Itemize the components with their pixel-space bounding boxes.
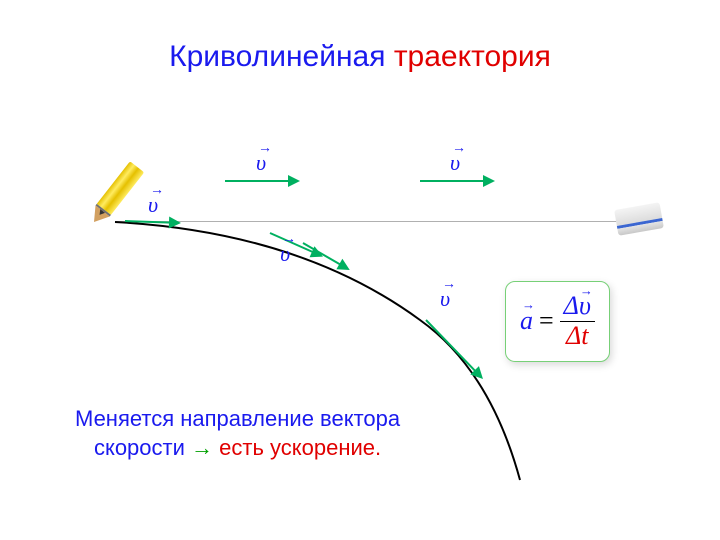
page-title: Криволинейная траектория xyxy=(0,40,720,74)
velocity-symbol: →υ xyxy=(450,152,460,174)
velocity-arrow xyxy=(426,320,483,379)
vector-over-arrow-icon: → xyxy=(258,142,272,156)
formula-den-delta: Δ xyxy=(566,321,581,350)
vector-over-arrow-icon: → xyxy=(452,142,466,156)
formula-denominator: Δt xyxy=(562,322,593,351)
formula-lhs: → a xyxy=(520,306,533,336)
caption-text: Меняется направление вектора скорости → … xyxy=(75,405,400,462)
formula-eq: = xyxy=(539,306,554,336)
velocity-arrow xyxy=(270,233,323,257)
title-word-2: траектория xyxy=(394,40,551,73)
velocity-arrow xyxy=(125,221,181,223)
velocity-symbol: →υ xyxy=(280,243,290,265)
title-word-1: Криволинейная xyxy=(169,40,385,73)
caption-l2-a: скорости xyxy=(94,435,185,460)
formula-fraction: → Δυ Δt xyxy=(560,292,595,351)
velocity-symbol: →υ xyxy=(256,152,266,174)
caption-l2-b: есть ускорение. xyxy=(219,435,381,460)
straight-reference-line xyxy=(115,221,630,222)
acceleration-formula: → a = → Δυ Δt xyxy=(520,292,595,351)
eraser-icon xyxy=(614,202,664,236)
vector-over-arrow-icon: → xyxy=(150,184,164,198)
formula-num-delta: Δ xyxy=(564,291,579,320)
velocity-symbol: →υ xyxy=(148,194,158,216)
caption-arrow-icon: → xyxy=(191,435,213,460)
formula-den-var: t xyxy=(581,321,588,350)
vector-over-arrow-icon: → xyxy=(442,278,456,292)
vector-over-arrow-icon: → xyxy=(522,297,535,313)
vector-over-arrow-icon: → xyxy=(282,233,296,247)
acceleration-formula-box: → a = → Δυ Δt xyxy=(505,281,610,362)
caption-line-2: скорости → есть ускорение. xyxy=(75,434,400,463)
caption-line-1: Меняется направление вектора xyxy=(75,405,400,434)
vector-over-arrow-icon: → xyxy=(580,284,593,298)
velocity-symbol: →υ xyxy=(440,288,450,310)
formula-numerator: → Δυ xyxy=(560,292,595,321)
pencil-icon xyxy=(87,161,144,227)
diagram-canvas: { "title": { "word1": "Криволинейная", "… xyxy=(0,0,720,540)
